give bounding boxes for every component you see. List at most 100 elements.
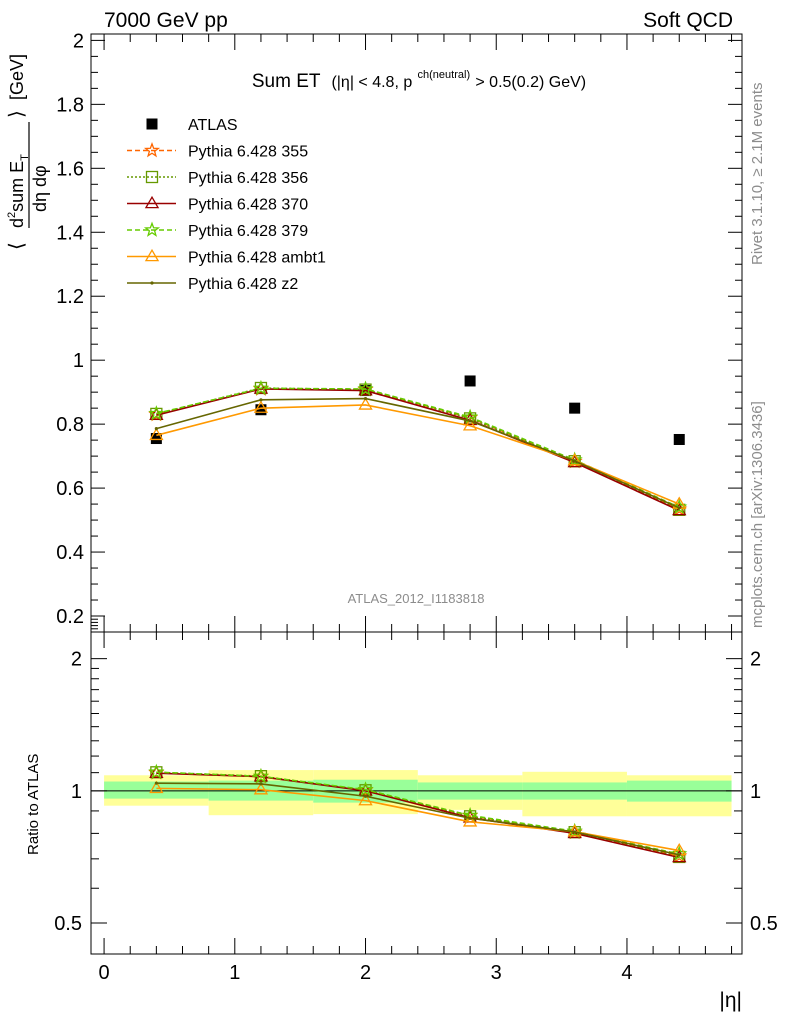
stat-uncertainty-band bbox=[104, 781, 209, 799]
ratio-data-point bbox=[357, 781, 374, 797]
x-tick-label: 0 bbox=[99, 962, 110, 984]
legend-label: Pythia 6.428 356 bbox=[188, 170, 308, 187]
main-y-tick-label: 0.8 bbox=[56, 414, 84, 436]
data-point bbox=[462, 418, 478, 431]
legend-marker bbox=[144, 195, 160, 209]
ylabel-unit: [GeV] bbox=[7, 54, 27, 100]
data-point bbox=[573, 459, 577, 463]
title-cut-post: > 0.5(0.2) GeV) bbox=[475, 74, 586, 91]
x-tick-label: 2 bbox=[360, 962, 371, 984]
main-y-tick-label: 0.2 bbox=[56, 606, 84, 628]
data-point bbox=[464, 375, 476, 387]
ylabel-denominator: dη dφ bbox=[30, 165, 50, 212]
main-y-tick-label: 1 bbox=[73, 350, 84, 372]
legend-marker bbox=[150, 281, 154, 285]
ratio-frame bbox=[90, 631, 743, 955]
ratio-data-point bbox=[253, 782, 269, 795]
legend-label: ATLAS bbox=[188, 117, 238, 134]
series-1 bbox=[148, 380, 688, 517]
legend-marker bbox=[143, 142, 161, 158]
ratio-plot: 0.5 0.5 1 1 2 2 0 1 2 3 4 Ratio to ATLAS |η| bbox=[25, 631, 778, 1012]
ratio-data-point bbox=[462, 814, 478, 827]
main-y-tick-label: 1.6 bbox=[56, 158, 84, 180]
main-title: Sum ET (|η| < 4.8, p ch(neutral) > 0.5(0… bbox=[252, 62, 586, 92]
main-y-tick-label: 2 bbox=[73, 30, 84, 52]
ratio-data-point bbox=[148, 763, 165, 779]
data-point bbox=[677, 506, 681, 510]
ylabel-numerator: d2sum ET bbox=[6, 154, 31, 228]
main-y-tick-label: 1.8 bbox=[56, 94, 84, 116]
x-tick-label: 3 bbox=[491, 962, 502, 984]
legend-item: ATLAS bbox=[146, 117, 238, 134]
series-6 bbox=[154, 396, 681, 510]
ratio-data-point bbox=[468, 816, 472, 820]
ratio-series-line bbox=[156, 772, 680, 859]
main-y-axis-label: ⟨ d2sum ET dη dφ ⟩ [GeV] bbox=[6, 54, 50, 250]
legend-label: Pythia 6.428 ambt1 bbox=[188, 250, 326, 267]
data-point bbox=[252, 379, 270, 396]
ratio-data-point bbox=[253, 769, 269, 782]
title-cut-pre: (|η| < 4.8, p bbox=[331, 74, 412, 91]
ratio-y-tick-label-right: 2 bbox=[750, 649, 761, 671]
x-tick-label: 4 bbox=[621, 962, 632, 984]
ylabel-num-sup: 2 bbox=[6, 212, 18, 218]
ratio-data-point bbox=[259, 782, 263, 786]
data-point bbox=[363, 396, 368, 401]
legend-label: Pythia 6.428 370 bbox=[188, 197, 308, 214]
data-point bbox=[259, 398, 263, 402]
ylabel-open: ⟨ bbox=[6, 242, 28, 250]
main-y-tick-label: 1.2 bbox=[56, 286, 84, 308]
x-tick-label: 1 bbox=[229, 962, 240, 984]
ylabel-num-sub: T bbox=[19, 154, 31, 161]
legend-label: Pythia 6.428 379 bbox=[188, 223, 308, 240]
rivet-label: Rivet 3.1.10, ≥ 2.1M events bbox=[749, 83, 766, 266]
ratio-y-tick-label: 0.5 bbox=[54, 913, 82, 935]
legend-marker bbox=[143, 221, 161, 237]
ratio-y-tick-label-right: 0.5 bbox=[750, 913, 778, 935]
ratio-data-point bbox=[363, 794, 368, 798]
data-point bbox=[154, 427, 158, 431]
main-plot: 0.2 0.4 0.6 0.8 1 1.2 1.4 1.6 1.8 2 Sum ET (|η| <… bbox=[6, 30, 743, 633]
data-point bbox=[357, 380, 374, 396]
ratio-data-point bbox=[567, 824, 582, 837]
ylabel-close: ⟩ bbox=[6, 110, 28, 118]
header-right: Soft QCD bbox=[643, 9, 733, 32]
mcplots-label: mcplots.cern.ch [arXiv:1306.3436] bbox=[749, 401, 766, 628]
title-cut-sup: ch(neutral) bbox=[418, 69, 471, 81]
ratio-y-tick-label: 1 bbox=[71, 781, 82, 803]
series-5 bbox=[149, 397, 687, 509]
ratio-series-4 bbox=[149, 780, 687, 856]
data-point bbox=[566, 451, 583, 467]
ratio-data-point bbox=[358, 792, 373, 806]
ratio-y-tick-label: 2 bbox=[71, 649, 82, 671]
series-line bbox=[156, 404, 680, 505]
legend-marker bbox=[146, 118, 158, 130]
ratio-data-point bbox=[252, 767, 270, 784]
data-point bbox=[468, 419, 472, 423]
ratio-data-point bbox=[154, 781, 158, 785]
data-point bbox=[253, 400, 269, 413]
ratio-y-tick-label-right: 1 bbox=[750, 781, 761, 803]
legend-item: Pythia 6.428 ambt1 bbox=[127, 248, 326, 267]
data-point bbox=[358, 397, 373, 410]
header-left: 7000 GeV pp bbox=[104, 9, 228, 32]
data-point bbox=[148, 405, 165, 421]
legend-item: Pythia 6.428 z2 bbox=[127, 276, 298, 293]
main-y-tick-label: 0.4 bbox=[56, 542, 84, 564]
ratio-series-5 bbox=[154, 781, 681, 857]
legend: ATLAS Pythia 6.428 355 Pythia 6.428 356 Pyt… bbox=[127, 117, 326, 293]
data-point bbox=[255, 404, 267, 416]
data-point bbox=[673, 433, 685, 445]
ylabel-num-main: sum E bbox=[7, 161, 27, 212]
analysis-watermark: ATLAS_2012_I1183818 bbox=[348, 591, 485, 606]
main-y-tick-label: 1.4 bbox=[56, 222, 84, 244]
ratio-data-point bbox=[573, 830, 577, 834]
series-line bbox=[156, 397, 680, 509]
legend-item: Pythia 6.428 356 bbox=[127, 170, 308, 187]
legend-marker bbox=[145, 170, 159, 184]
data-point bbox=[569, 402, 581, 414]
main-y-tick-label: 0.6 bbox=[56, 478, 84, 500]
ratio-series-line bbox=[156, 787, 680, 852]
